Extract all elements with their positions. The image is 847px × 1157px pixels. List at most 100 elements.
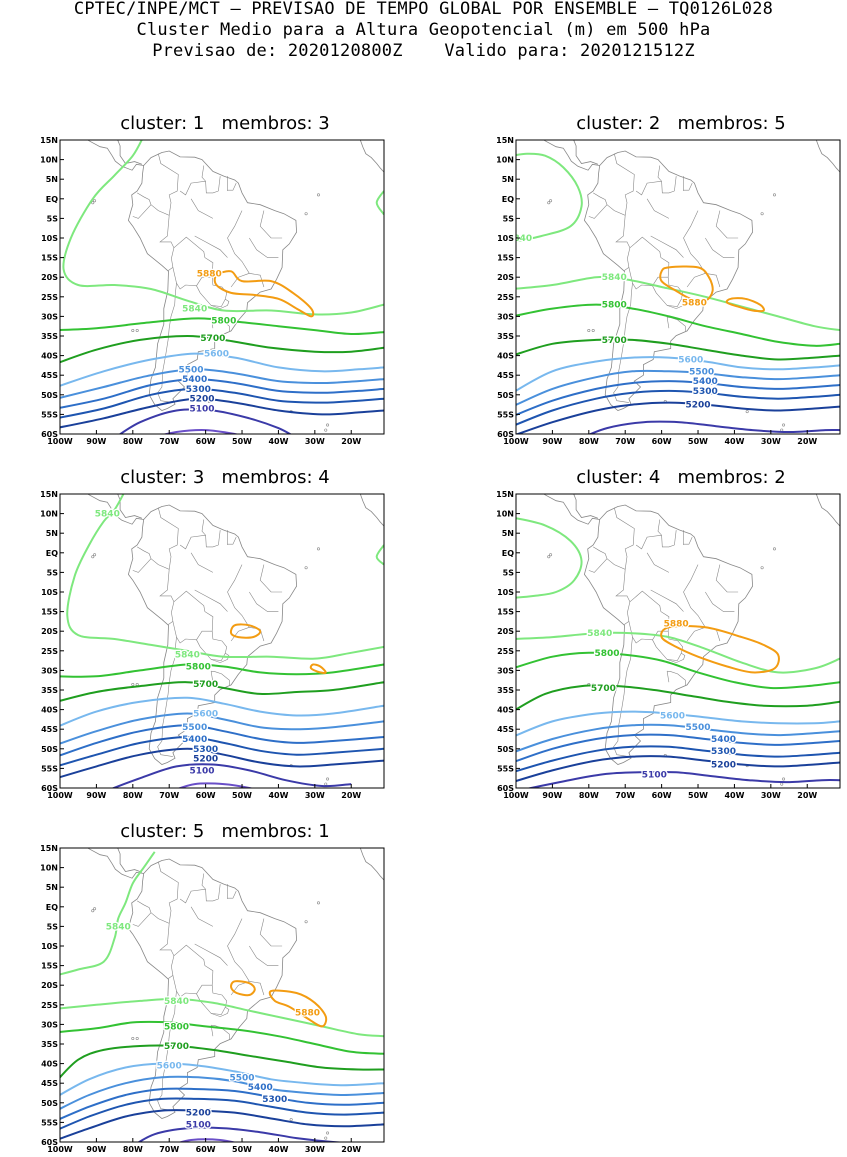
lon-tick-label: 90W [86,791,106,800]
contour-label: 5500 [182,723,207,733]
contour-label: 5840 [602,273,627,283]
island-marker [304,212,308,216]
contour-label: 5700 [591,684,616,694]
lon-tick-label: 20W [797,437,817,446]
contour-line-5200 [60,1109,384,1140]
contour-label: 5200 [193,755,218,765]
island-marker [93,907,97,911]
contour-line-5840 [375,544,384,566]
contour-label: 5600 [678,356,703,366]
map-panel-cluster-1: 5880 5840 5800 5700 560055005400530052005100… [40,137,385,446]
lat-tick-label: 5N [502,529,514,538]
contour-line-5880 [309,663,327,674]
island-marker [93,553,97,557]
island-marker [135,329,139,333]
contour-line-5840 [516,152,583,243]
lat-tick-label: 10S [497,234,514,243]
lat-tick-label: 10N [40,510,58,519]
lat-tick-label: 45S [41,371,58,380]
country-border [201,165,219,194]
country-border [667,298,686,309]
coastline-africa [359,140,384,173]
country-border [650,235,684,258]
country-border [588,192,608,219]
country-border [705,591,735,612]
country-border [190,198,214,219]
island-marker [316,901,320,905]
lon-tick-label: 100W [47,1145,73,1154]
contour-label: 5100 [189,766,214,776]
island-marker [782,423,786,427]
contour-label: 5800 [186,662,211,672]
lat-tick-label: 20S [497,627,514,636]
contour-label: 5200 [685,401,710,411]
lat-tick-label: 50S [497,745,514,754]
country-border [652,277,684,307]
lat-tick-label: 10N [40,864,58,873]
contour-line-5100 [526,770,840,788]
island-marker [131,683,135,687]
coastline-south-america [583,150,754,411]
lat-tick-label: 5S [47,214,59,223]
lat-tick-label: 10N [40,156,58,165]
contour-line-5000 [177,782,254,788]
coastline-south-america [583,504,754,765]
lon-tick-label: 100W [47,437,73,446]
panel-title-cluster-5: cluster: 5 membros: 1 [120,821,330,842]
contour-line-5700 [60,681,384,702]
country-border [150,204,175,272]
country-border [259,564,283,593]
country-border [218,884,221,900]
lon-tick-label: 80W [123,791,143,800]
lat-tick-label: 35S [497,332,514,341]
figure-title-line1: CPTEC/INPE/MCT – PREVISAO DE TEMPO GLOBA… [73,0,774,19]
country-border [657,519,675,548]
contour-label: 5100 [186,1120,211,1130]
lat-tick-label: 15N [496,137,514,145]
island-marker [782,777,786,781]
country-border [249,945,279,966]
island-marker [760,566,764,570]
contour-label: 5200 [186,1109,211,1119]
lat-tick-label: 45S [497,725,514,734]
contour-line-5800 [516,303,840,347]
island-marker [326,423,330,427]
country-border [683,536,693,545]
contour-line-5700 [516,684,840,711]
country-border [190,552,214,573]
coastline-africa [359,848,384,881]
lon-tick-label: 30W [305,437,325,446]
lon-tick-label: 80W [123,1145,143,1154]
contour-label: 5400 [182,375,207,385]
lon-tick-label: 60W [652,791,672,800]
lon-tick-label: 90W [542,791,562,800]
contour-label: 5400 [711,735,736,745]
island-marker [547,555,551,559]
country-border [667,670,686,686]
map-frame [59,139,385,435]
lat-tick-label: EQ [502,195,514,204]
lon-tick-label: 20W [341,437,361,446]
contour-label: 5400 [693,377,718,387]
contour-label: 5700 [602,336,627,346]
lon-tick-label: 40W [268,437,288,446]
contour-line-5300 [516,389,840,426]
island-marker [772,547,776,551]
lat-tick-label: 30S [41,666,58,675]
country-border [657,165,675,194]
lon-tick-label: 40W [268,1145,288,1154]
country-border [211,1006,230,1017]
country-border [218,176,221,192]
lat-tick-label: 20S [497,273,514,282]
contour-label: 5600 [660,711,685,721]
contour-label: 5800 [602,301,627,311]
lat-tick-label: 5N [502,175,514,184]
coastline-central-america-caribbean [573,494,599,519]
contour-line-5880 [229,623,262,639]
country-border [211,670,230,686]
lat-tick-label: 30S [497,312,514,321]
panel-title-cluster-2: cluster: 2 membros: 5 [576,113,786,134]
lat-tick-label: 25S [497,647,514,656]
